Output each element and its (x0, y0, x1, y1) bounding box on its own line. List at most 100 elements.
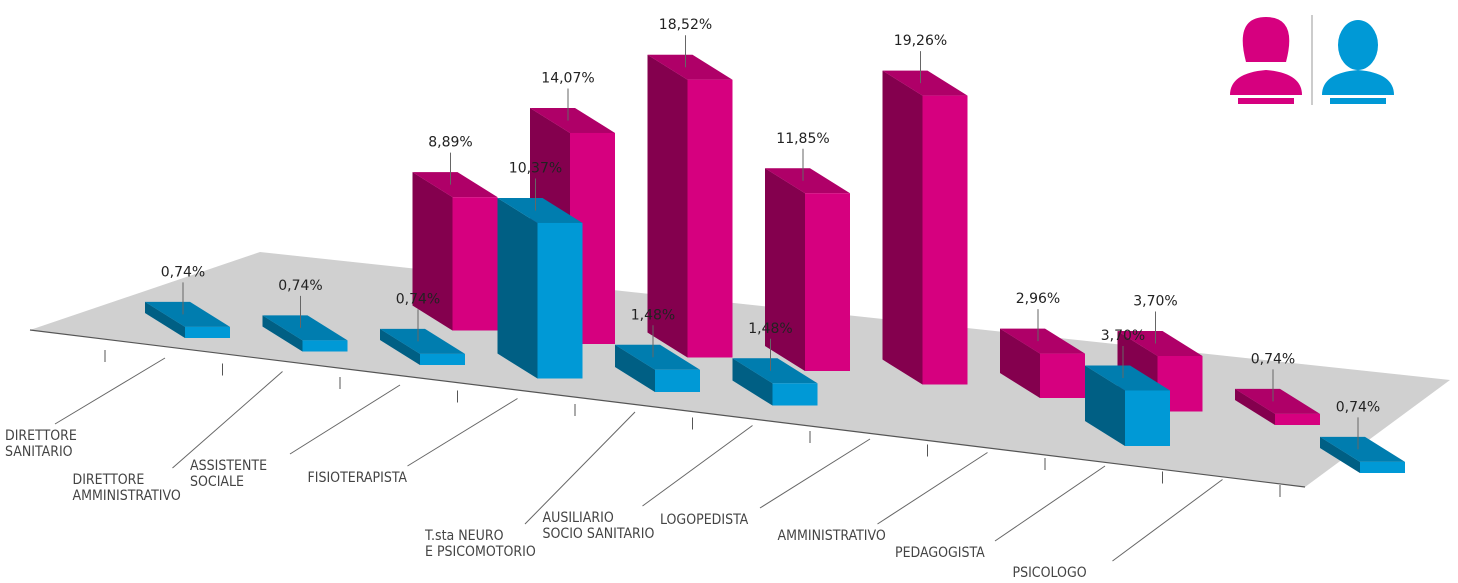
bar-top (412, 172, 498, 198)
bar-top (262, 315, 348, 341)
value-label: 3,70% (1101, 328, 1145, 344)
bar-side (412, 172, 453, 331)
bar-front (452, 197, 498, 331)
x-tick-label: PEDAGOGISTA (895, 545, 985, 561)
value-label: 0,74% (396, 291, 440, 307)
bar-top (647, 54, 733, 80)
bar-top (765, 168, 850, 194)
bar-side (1320, 436, 1360, 473)
x-tick-label: FISIOTERAPISTA (307, 470, 408, 486)
bar-top-shade (732, 358, 818, 384)
bar-side-shade (262, 315, 303, 352)
leader-line (54, 357, 166, 425)
bar-side (380, 328, 420, 365)
bar-top-shade (647, 54, 733, 80)
male-icon (1338, 20, 1378, 70)
bar (380, 328, 465, 365)
value-label: 1,48% (631, 307, 675, 323)
bar-top (1000, 328, 1085, 354)
bar-side (765, 168, 805, 371)
value-label: 0,74% (1251, 351, 1295, 367)
leader-line (759, 438, 871, 509)
bar-side-shade (497, 197, 538, 379)
leader-line (994, 465, 1106, 542)
bar (615, 344, 700, 392)
value-label: 0,74% (161, 264, 205, 280)
bar-top (380, 328, 465, 354)
bar-side (732, 358, 773, 406)
value-label: 10,37% (509, 160, 562, 176)
leader-line (642, 425, 753, 507)
value-label: 11,85% (776, 131, 829, 147)
x-tick-label: DIRETTORE AMMINISTRATIVO (72, 472, 181, 504)
bar (262, 315, 348, 352)
bar-front (420, 353, 465, 365)
value-label: 8,89% (428, 135, 472, 151)
value-label: 0,74% (278, 278, 322, 294)
bar-top-shade (262, 315, 348, 341)
bar-top-shade (615, 344, 700, 370)
bar-side-shade (145, 301, 185, 338)
bar (145, 301, 230, 338)
bar-side-shade (882, 70, 923, 385)
bar-side (497, 197, 538, 379)
value-label: 1,48% (748, 321, 792, 337)
bar-top (1117, 331, 1203, 356)
x-tick-label: T.sta NEURO E PSICOMOTORIO (425, 528, 536, 560)
bar-front (772, 383, 818, 406)
bar-side (615, 344, 655, 392)
bar-side (647, 54, 688, 358)
bar-front (922, 95, 968, 385)
bar (412, 172, 498, 331)
bar-side-shade (647, 54, 688, 358)
bar-top (497, 197, 583, 223)
female-icon (1242, 17, 1290, 62)
x-tick-label: DIRETTORE SANITARIO (5, 428, 77, 460)
female-icon-body (1230, 70, 1302, 95)
bar-top (732, 358, 818, 384)
bar-front (687, 79, 733, 358)
bar (1000, 328, 1085, 398)
value-label: 18,52% (659, 17, 712, 33)
bar-side (882, 70, 923, 385)
legend-icons (1230, 15, 1394, 105)
bar-side (262, 315, 303, 352)
leader-line (172, 371, 283, 469)
bar-side-shade (380, 328, 420, 365)
male-bar (1330, 98, 1386, 104)
bar (1085, 365, 1170, 446)
bar-front (1275, 413, 1320, 425)
x-tick-label: PSICOLOGO (1012, 565, 1087, 581)
bar (1320, 436, 1405, 473)
bar-top (530, 107, 615, 133)
leader-line (877, 452, 988, 525)
leader-line (407, 398, 518, 467)
bar-side (1235, 388, 1275, 425)
bar-top-shade (1117, 331, 1203, 356)
bar-side-shade (1235, 388, 1275, 425)
bar-top-shade (530, 107, 615, 133)
bar-side (1000, 328, 1040, 398)
bar-front (537, 222, 583, 379)
bar-front (805, 193, 850, 371)
bar-top-shade (1320, 436, 1405, 462)
bar-top-shade (882, 70, 968, 96)
bar-top (1085, 365, 1170, 391)
bar-top (882, 70, 968, 96)
bar-front (1360, 461, 1405, 473)
bar (732, 358, 818, 406)
bar-side-shade (1000, 328, 1040, 398)
bar-top (145, 301, 230, 327)
leader-line (524, 411, 636, 525)
bar (497, 197, 583, 379)
bar-side (145, 301, 185, 338)
x-tick-label: LOGOPEDISTA (660, 512, 749, 528)
bar-top-shade (497, 197, 583, 223)
bar (647, 54, 733, 358)
bar-top-shade (1000, 328, 1085, 354)
bar (1235, 388, 1320, 425)
bar-top-shade (765, 168, 850, 194)
value-label: 14,07% (541, 70, 594, 86)
